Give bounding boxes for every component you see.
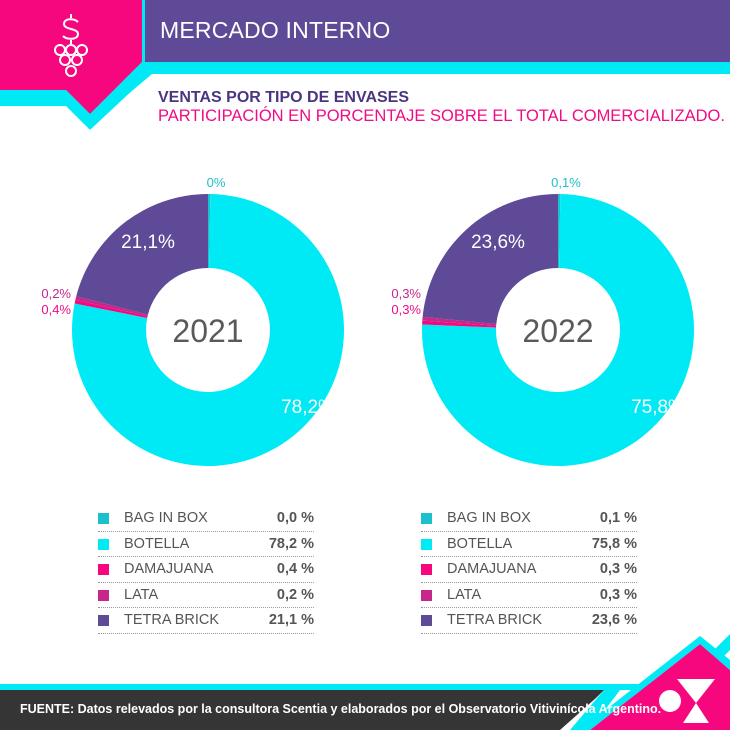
legend-value: 0,3 % xyxy=(599,561,637,578)
slice-label-lata: 0,2% xyxy=(41,286,71,301)
legend-row-botella: BOTELLA 78,2 % xyxy=(98,532,314,558)
donut-svg: 2022 0,1% 75,8% 0,3%0,3% 23,6% xyxy=(391,175,694,467)
legend-swatch xyxy=(421,513,432,524)
legend-value: 0,0 % xyxy=(276,510,314,526)
legend-row-damajuana: DAMAJUANA 0,4 % xyxy=(98,557,314,583)
slice-label-lata: 0,3% xyxy=(391,286,421,301)
legend-label: BAG IN BOX xyxy=(447,510,531,526)
source-note: FUENTE: Datos relevados por la consultor… xyxy=(20,702,662,716)
legend-row-botella: BOTELLA 75,8 % xyxy=(421,532,637,558)
slice-botella xyxy=(71,194,345,467)
legend-value: 75,8 % xyxy=(591,535,637,552)
legend-swatch xyxy=(98,538,109,550)
legend-row-lata: LATA 0,3 % xyxy=(421,583,637,609)
legend-swatch xyxy=(421,564,432,576)
footer-cyan-diag xyxy=(570,690,620,730)
slice-lata xyxy=(75,296,148,317)
legend-row-tetra-brick: TETRA BRICK 23,6 % xyxy=(421,608,637,634)
legend-value: 0,1 % xyxy=(599,510,637,526)
legend-swatch xyxy=(421,589,432,601)
slice-bag-in-box xyxy=(208,194,211,269)
center-year-label: 2022 xyxy=(522,313,593,349)
legend-value: 0,2 % xyxy=(276,586,314,603)
grape-dollar-icon xyxy=(54,14,88,77)
legend-label: TETRA BRICK xyxy=(124,612,220,629)
chart-subtitle: VENTAS POR TIPO DE ENVASES xyxy=(158,89,410,106)
donut-chart-2022: 2022 0,1% 75,8% 0,3% 0,3% 23,6% xyxy=(378,165,698,467)
legend-value: 23,6 % xyxy=(591,612,637,629)
slice-label-botella: 78,2% xyxy=(281,397,335,418)
slice-label-tetra-brick: 21,1% xyxy=(121,232,175,253)
legend-swatch xyxy=(98,513,109,524)
center-year-label: 2021 xyxy=(172,313,243,349)
donut-svg: 2021 0% 78,2% 0,4%0,2% 21,1% xyxy=(41,175,345,467)
legend-row-damajuana: DAMAJUANA 0,3 % xyxy=(421,557,637,583)
slice-label-damajuana: 0,4% xyxy=(41,302,71,317)
legend-label: BOTELLA xyxy=(447,535,513,552)
footer-cyan-stripe xyxy=(0,634,730,690)
legend-2021: BAG IN BOX 0,0 % BOTELLA 78,2 % DAMAJUANA 0,4… xyxy=(98,506,314,634)
legend-value: 0,3 % xyxy=(599,586,637,603)
slice-label-bag-in-box: 0,1% xyxy=(551,175,581,190)
slice-tetra-brick xyxy=(76,194,208,315)
donut-chart-2021: 2021 0% 78,2% 0,4% 0,2% 21,1% xyxy=(28,165,348,467)
slice-label-bag-in-box: 0% xyxy=(207,175,226,190)
header-band xyxy=(140,0,730,62)
pink-flag xyxy=(0,0,142,114)
chart-description: PARTICIPACIÓN EN PORCENTAJE SOBRE EL TOT… xyxy=(158,107,725,125)
slice-damajuana xyxy=(74,299,148,318)
observatorio-logo-icon xyxy=(659,679,715,723)
legend-label: LATA xyxy=(124,586,159,603)
legend-swatch xyxy=(98,589,109,601)
legend-row-bag-in-box: BAG IN BOX 0,1 % xyxy=(421,506,637,532)
slice-tetra-brick xyxy=(422,194,558,325)
legend-value: 78,2 % xyxy=(268,535,314,552)
legend-label: DAMAJUANA xyxy=(124,561,214,578)
legend-2022: BAG IN BOX 0,1 % BOTELLA 75,8 % DAMAJUANA 0,3… xyxy=(421,506,637,634)
legend-label: BAG IN BOX xyxy=(124,510,208,526)
header-cyan-stripe xyxy=(138,62,730,84)
page-title: MERCADO INTERNO xyxy=(160,17,391,43)
legend-swatch xyxy=(421,615,432,627)
slice-damajuana xyxy=(422,320,497,328)
footer-bar xyxy=(0,690,604,730)
legend-value: 21,1 % xyxy=(268,612,314,629)
legend-value: 0,4 % xyxy=(276,561,314,578)
slice-lata xyxy=(422,316,497,326)
slice-bag-in-box xyxy=(558,194,561,269)
slice-label-botella: 75,8% xyxy=(631,397,685,418)
legend-swatch xyxy=(98,615,109,627)
slice-label-tetra-brick: 23,6% xyxy=(471,232,525,253)
legend-label: TETRA BRICK xyxy=(447,612,543,629)
flag-white-cut xyxy=(0,74,160,140)
legend-label: DAMAJUANA xyxy=(447,561,537,578)
legend-row-tetra-brick: TETRA BRICK 21,1 % xyxy=(98,608,314,634)
legend-row-lata: LATA 0,2 % xyxy=(98,583,314,609)
legend-swatch xyxy=(98,564,109,576)
legend-label: BOTELLA xyxy=(124,535,190,552)
footer-cyan-edge xyxy=(580,636,730,730)
legend-row-bag-in-box: BAG IN BOX 0,0 % xyxy=(98,506,314,532)
flag-cyan-lower xyxy=(0,62,152,126)
slice-botella xyxy=(422,194,694,467)
legend-label: LATA xyxy=(447,586,482,603)
legend-swatch xyxy=(421,538,432,550)
slice-label-damajuana: 0,3% xyxy=(391,302,421,317)
